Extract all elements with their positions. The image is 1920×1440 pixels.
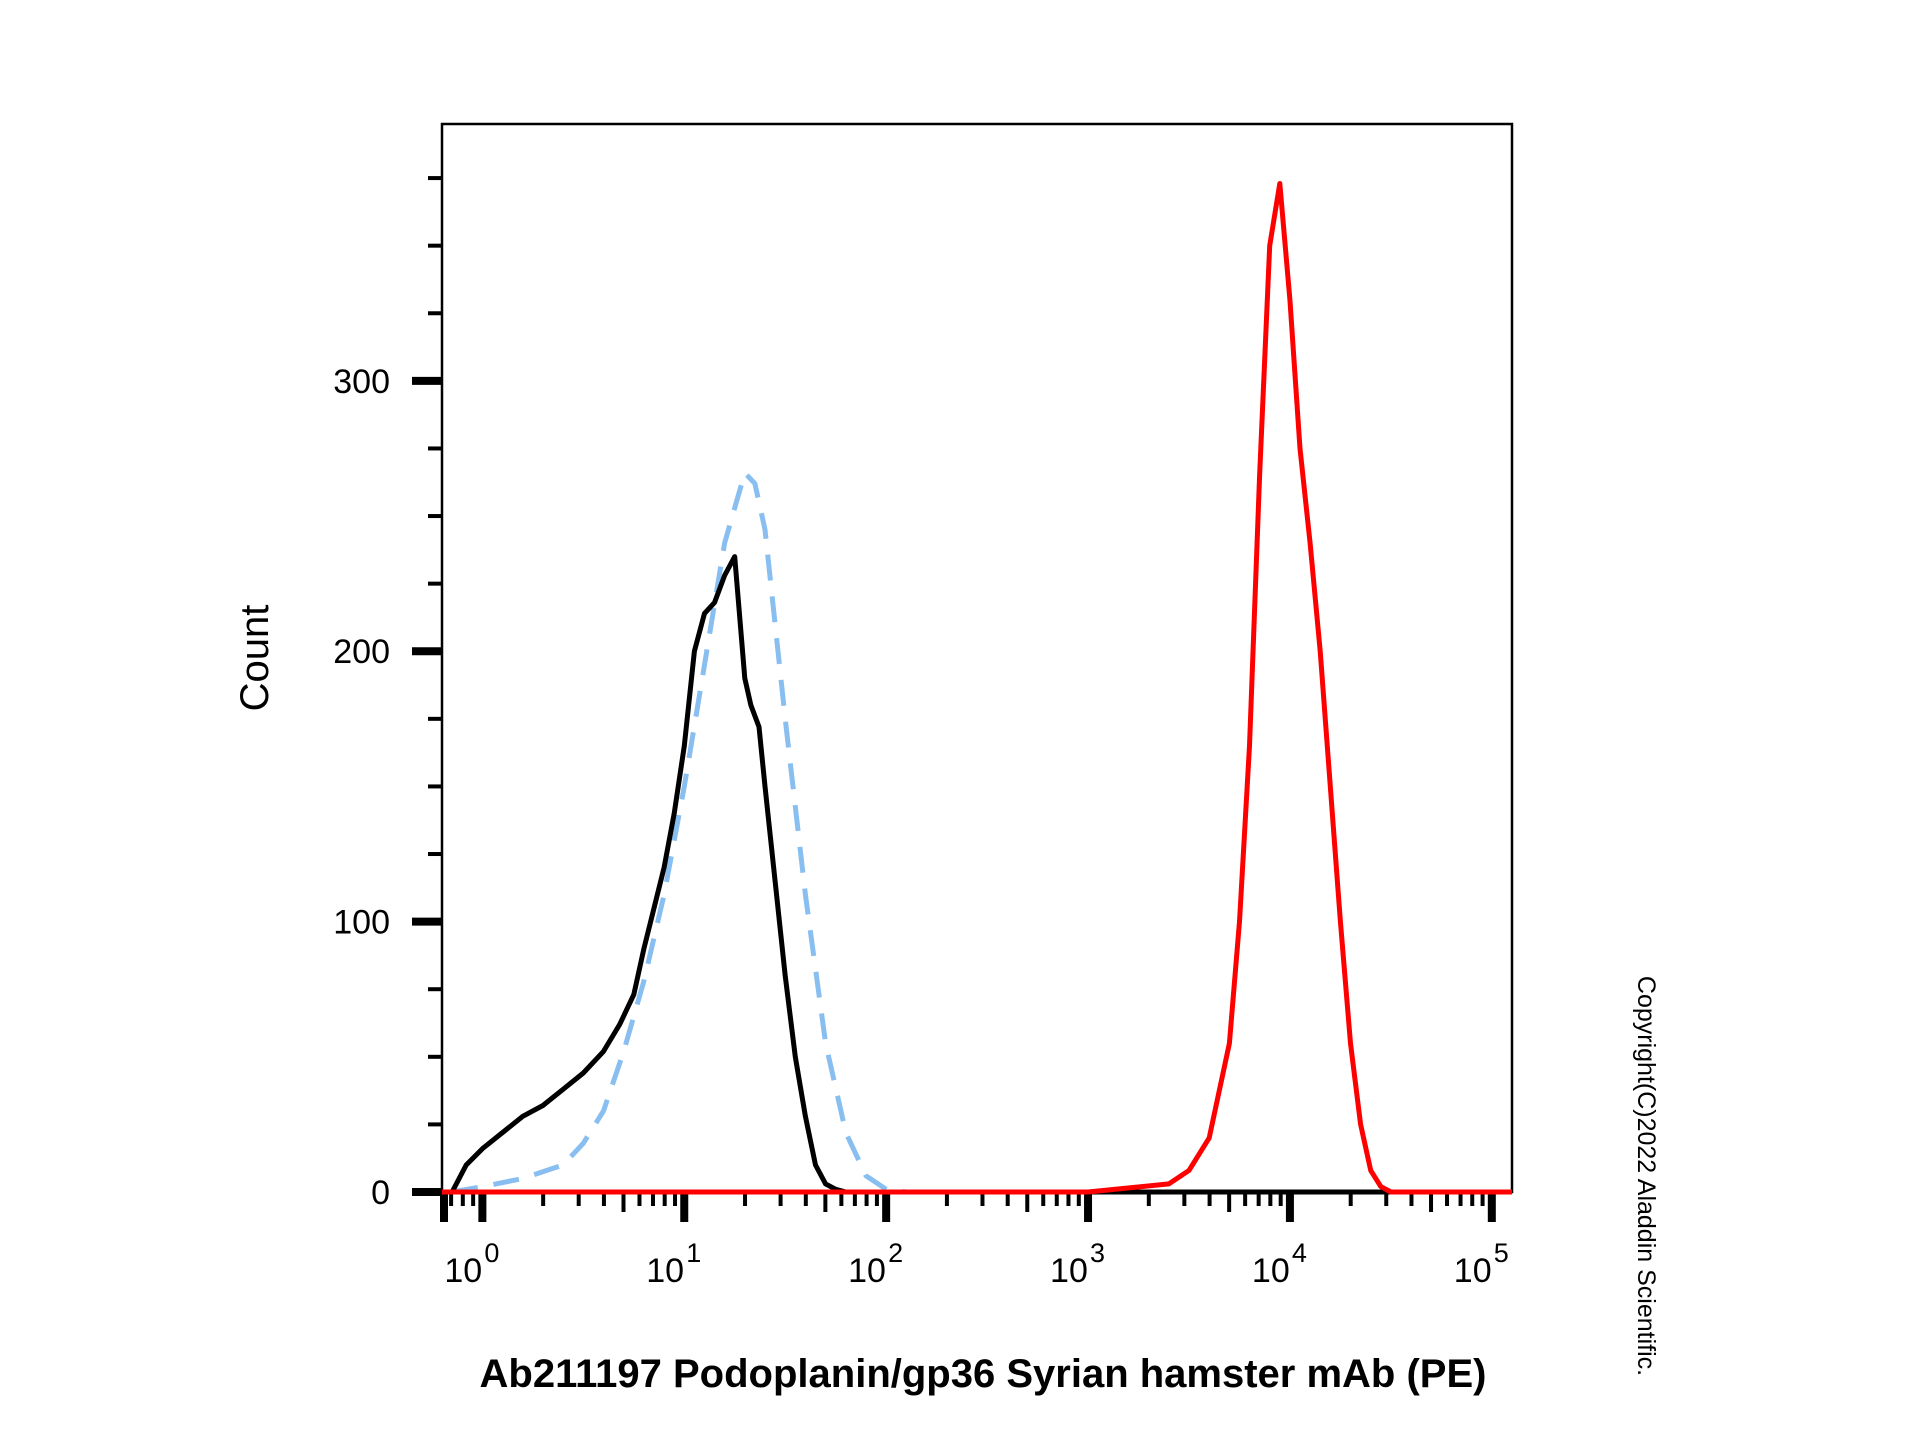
- x-axis: 10 0 10 1 10 2 10 3 10 4 10 5: [440, 1192, 1509, 1290]
- y-tick-label: 200: [333, 633, 390, 671]
- x-tick-label: 10: [444, 1252, 482, 1290]
- x-tick-label: 10: [1050, 1252, 1088, 1290]
- series-line-unstained: [451, 470, 1512, 1195]
- x-tick-exponent: 3: [1090, 1238, 1105, 1268]
- series-layer: [442, 181, 1512, 1195]
- copyright-text: Copyright(C)2022 Aladdin Scientific.: [1632, 976, 1660, 1376]
- y-tick-label: 100: [333, 904, 390, 942]
- x-tick-exponent: 0: [484, 1238, 499, 1268]
- y-axis-label: Count: [233, 605, 277, 712]
- x-tick-exponent: 4: [1292, 1238, 1307, 1268]
- series-line-podoplanin-stained: [442, 181, 1512, 1195]
- x-tick-label: 10: [1252, 1252, 1290, 1290]
- y-tick-label: 300: [333, 363, 390, 401]
- y-tick-label: 0: [371, 1174, 390, 1212]
- series-line-isotype-control: [449, 554, 1512, 1195]
- x-tick-label: 10: [646, 1252, 684, 1290]
- x-tick-exponent: 2: [888, 1238, 903, 1268]
- x-tick-exponent: 5: [1494, 1238, 1509, 1268]
- y-axis: 0 100 200 300: [333, 176, 442, 1212]
- x-tick-label: 10: [1454, 1252, 1492, 1290]
- x-tick-exponent: 1: [686, 1238, 701, 1268]
- x-axis-label: Ab211197 Podoplanin/gp36 Syrian hamster …: [480, 1352, 1487, 1396]
- x-tick-label: 10: [848, 1252, 886, 1290]
